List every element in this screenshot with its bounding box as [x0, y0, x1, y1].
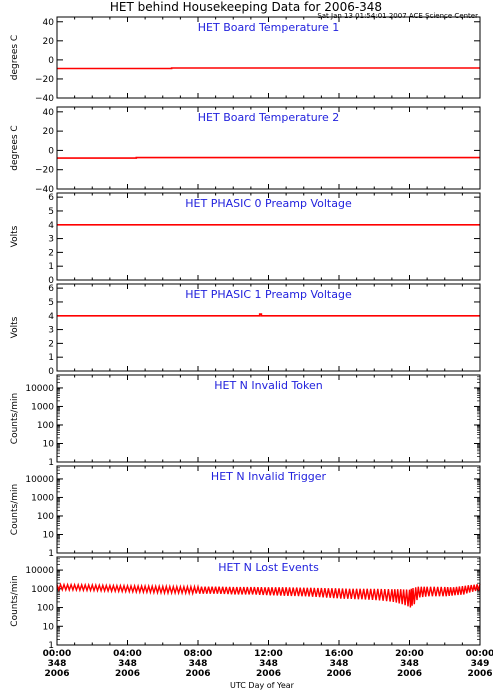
y-axis-label: Counts/min [10, 393, 20, 444]
x-tick-label: 00:00 [43, 649, 72, 659]
y-tick-label: 100 [37, 512, 54, 522]
y-tick-label: 5 [48, 207, 54, 217]
y-tick-label: 100 [37, 421, 54, 431]
y-tick-label: 20 [43, 127, 55, 137]
series-line [56, 582, 481, 608]
y-tick-label: 4 [48, 312, 54, 322]
y-axis-label: Counts/min [10, 484, 20, 535]
x-axis-label: UTC Day of Year [230, 681, 295, 690]
panel-frame [56, 556, 481, 646]
y-tick-label: 10 [43, 439, 55, 449]
panel-frame [56, 374, 481, 463]
y-tick-label: −20 [35, 75, 54, 85]
y-tick-label: −40 [35, 185, 54, 195]
figure-title: HET behind Housekeeping Data for 2006-34… [110, 0, 382, 14]
panel-6: 1 10 100 1000 10000 HET N Invalid Trigger Coun… [10, 465, 481, 559]
y-tick-label: 10000 [25, 475, 54, 485]
x-tick-label: 08:00 [184, 649, 213, 659]
panel-frame [56, 106, 481, 190]
x-tick-label: 20:00 [395, 649, 424, 659]
y-tick-label: −40 [35, 94, 54, 104]
panel-title: HET Board Temperature 1 [198, 21, 339, 34]
panel-title: HET PHASIC 0 Preamp Voltage [185, 197, 352, 210]
y-tick-label: 2 [48, 248, 54, 258]
x-tick-label: 12:00 [254, 649, 283, 659]
figure-subtitle: Sat Jan 13 01:54:01 2007 ACE Science Cen… [317, 12, 478, 20]
panel-1: −40 −20 0 20 40 HET Board Temperature 1 degree… [10, 16, 481, 104]
x-tick-label: 348 [189, 659, 208, 669]
y-tick-label: 10 [43, 622, 55, 632]
panel-title: HET Board Temperature 2 [198, 111, 339, 124]
y-axis-label: degrees C [10, 35, 20, 80]
y-tick-label: 1 [48, 641, 54, 651]
panel-title: HET PHASIC 1 Preamp Voltage [185, 288, 352, 301]
panel-5: 1 10 100 1000 10000 HET N Invalid Token Counts… [10, 374, 481, 468]
panel-4: 0 1 2 3 4 5 6 HET PHASIC 1 Preamp Voltage Volts [10, 283, 481, 377]
y-tick-label: 1 [48, 262, 54, 272]
y-tick-label: 0 [48, 276, 54, 286]
series-line [57, 156, 480, 159]
panel-3: 0 1 2 3 4 5 6 HET PHASIC 0 Preamp Voltage Volts [10, 192, 481, 286]
x-tick-label: 2006 [44, 669, 69, 679]
y-tick-label: 10000 [25, 566, 54, 576]
y-tick-label: 2 [48, 339, 54, 349]
y-tick-label: 4 [48, 221, 54, 231]
panel-title: HET N Invalid Trigger [211, 470, 327, 483]
x-tick-label: 2006 [467, 669, 492, 679]
y-tick-label: 1000 [31, 585, 54, 595]
y-tick-label: −20 [35, 166, 54, 176]
y-tick-label: 6 [48, 193, 54, 203]
series-line [57, 313, 480, 317]
panel-frame [56, 192, 481, 281]
panel-7: 1 10 100 1000 10000 HET N Lost Events Counts/m… [10, 556, 481, 651]
panel-frame [56, 16, 481, 99]
x-tick-label: 2006 [397, 669, 422, 679]
y-tick-label: 5 [48, 298, 54, 308]
y-axis-label: Counts/min [10, 575, 20, 626]
x-tick-label: 04:00 [113, 649, 142, 659]
y-tick-label: 3 [48, 235, 54, 245]
x-tick-label: 2006 [115, 669, 140, 679]
x-tick-label: 2006 [326, 669, 351, 679]
y-axis-label: Volts [10, 316, 20, 338]
x-tick-label: 348 [259, 659, 278, 669]
y-tick-label: 1 [48, 353, 54, 363]
y-tick-label: 0 [48, 146, 54, 156]
y-tick-label: 1000 [31, 493, 54, 503]
y-tick-label: 10 [43, 530, 55, 540]
y-tick-label: 1 [48, 549, 54, 559]
y-axis-label: Volts [10, 225, 20, 247]
y-tick-label: 40 [43, 108, 55, 118]
panel-frame [56, 465, 481, 554]
y-tick-label: 40 [43, 18, 55, 28]
y-tick-label: 10000 [25, 384, 54, 394]
y-tick-label: 0 [48, 56, 54, 66]
y-tick-label: 3 [48, 326, 54, 336]
y-tick-label: 0 [48, 367, 54, 377]
x-tick-label: 348 [400, 659, 419, 669]
y-axis-label: degrees C [10, 125, 20, 170]
y-tick-label: 1 [48, 458, 54, 468]
x-tick-label: 348 [48, 659, 67, 669]
x-tick-label: 2006 [256, 669, 281, 679]
y-tick-label: 6 [48, 284, 54, 294]
y-tick-label: 100 [37, 604, 54, 614]
panel-title: HET N Lost Events [218, 561, 319, 574]
panel-title: HET N Invalid Token [214, 379, 323, 392]
x-tick-label: 00:00 [466, 649, 493, 659]
y-tick-label: 20 [43, 37, 55, 47]
x-axis: 00:00348200604:00348200608:00348200612:0… [43, 649, 493, 679]
x-tick-label: 2006 [185, 669, 210, 679]
y-tick-label: 1000 [31, 402, 54, 412]
panel-frame [56, 283, 481, 372]
panel-2: −40 −20 0 20 40 HET Board Temperature 2 degree… [10, 106, 481, 195]
series-line [57, 67, 480, 70]
x-tick-label: 348 [330, 659, 349, 669]
x-tick-label: 16:00 [325, 649, 354, 659]
x-tick-label: 349 [471, 659, 490, 669]
x-tick-label: 348 [118, 659, 137, 669]
